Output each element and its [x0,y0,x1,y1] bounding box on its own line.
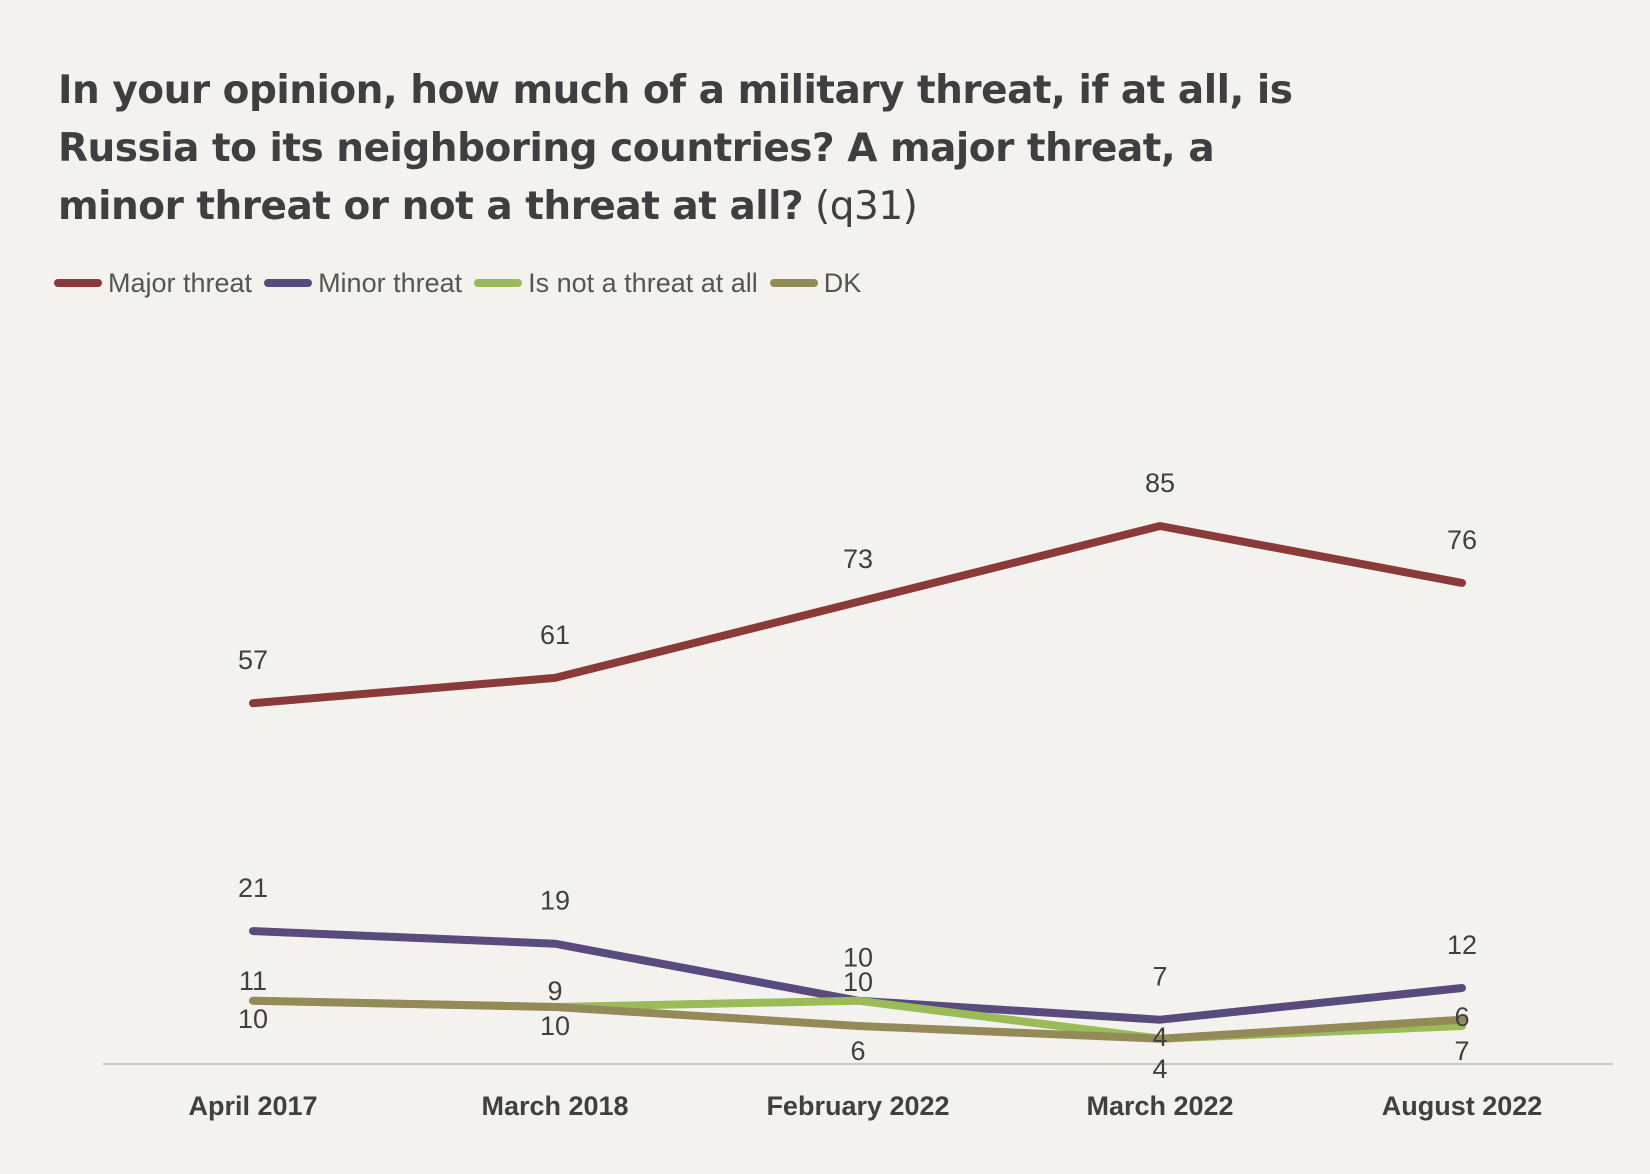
data-label-major-threat-0: 57 [238,645,268,675]
data-label-dk-0: 10 [238,1004,268,1034]
chart-title-text: In your opinion, how much of a military … [58,68,1293,229]
legend-swatch-not-a-threat [474,279,523,287]
data-label-dk-2: 6 [850,1036,865,1066]
data-label-is-not-a-threat-at-all-1: 9 [547,976,562,1006]
data-label-major-threat-1: 61 [540,620,570,650]
chart-title: In your opinion, how much of a military … [58,62,1338,236]
data-label-minor-threat-1: 19 [540,886,570,916]
legend-item-minor-threat[interactable]: Minor threat [264,268,462,299]
legend-label-not-a-threat: Is not a threat at all [528,267,758,298]
legend-swatch-major-threat [54,279,102,287]
x-tick-february-2022: February 2022 [766,1091,949,1121]
data-label-major-threat-2: 73 [843,544,873,574]
series-lines [249,522,1466,1043]
data-label-minor-threat-0: 21 [238,873,268,903]
data-label-major-threat-3: 85 [1145,468,1175,498]
x-tick-august-2022: August 2022 [1382,1091,1543,1121]
legend-swatch-minor-threat [264,279,313,287]
data-label-dk-4: 7 [1454,1036,1469,1066]
data-label-minor-threat-2: 10 [843,943,873,973]
legend-item-not-a-threat[interactable]: Is not a threat at all [474,268,758,299]
legend-label-major-threat: Major threat [108,267,253,298]
series-line-major-threat [249,522,1466,708]
data-label-minor-threat-4: 12 [1447,930,1477,960]
data-label-is-not-a-threat-at-all-4: 6 [1454,1002,1469,1032]
x-tick-april-2017: April 2017 [188,1091,317,1121]
legend-item-dk[interactable]: DK [769,267,862,299]
legend-label-dk: DK [823,267,862,298]
legend-swatch-dk [769,279,818,287]
x-tick-march-2022: March 2022 [1086,1091,1233,1121]
data-label-is-not-a-threat-at-all-0: 11 [239,966,267,996]
data-label-minor-threat-3: 7 [1152,962,1167,992]
x-tick-march-2018: March 2018 [481,1091,628,1121]
legend-label-minor-threat: Minor threat [318,267,463,298]
chart-title-question-code: (q31) [815,184,918,229]
data-label-is-not-a-threat-at-all-3: 4 [1152,1022,1167,1052]
data-label-dk-1: 10 [540,1011,570,1041]
chart-legend: Major threat Minor threat Is not a threa… [54,266,873,300]
data-label-major-threat-4: 76 [1447,525,1477,555]
series-line-dk [249,996,1466,1043]
data-label-is-not-a-threat-at-all-2: 10 [843,967,873,997]
data-label-dk-3: 4 [1152,1054,1167,1084]
legend-item-major-threat[interactable]: Major threat [54,268,252,299]
x-axis-ticks: April 2017 March 2018 February 2022 March 2… [188,1091,1542,1121]
